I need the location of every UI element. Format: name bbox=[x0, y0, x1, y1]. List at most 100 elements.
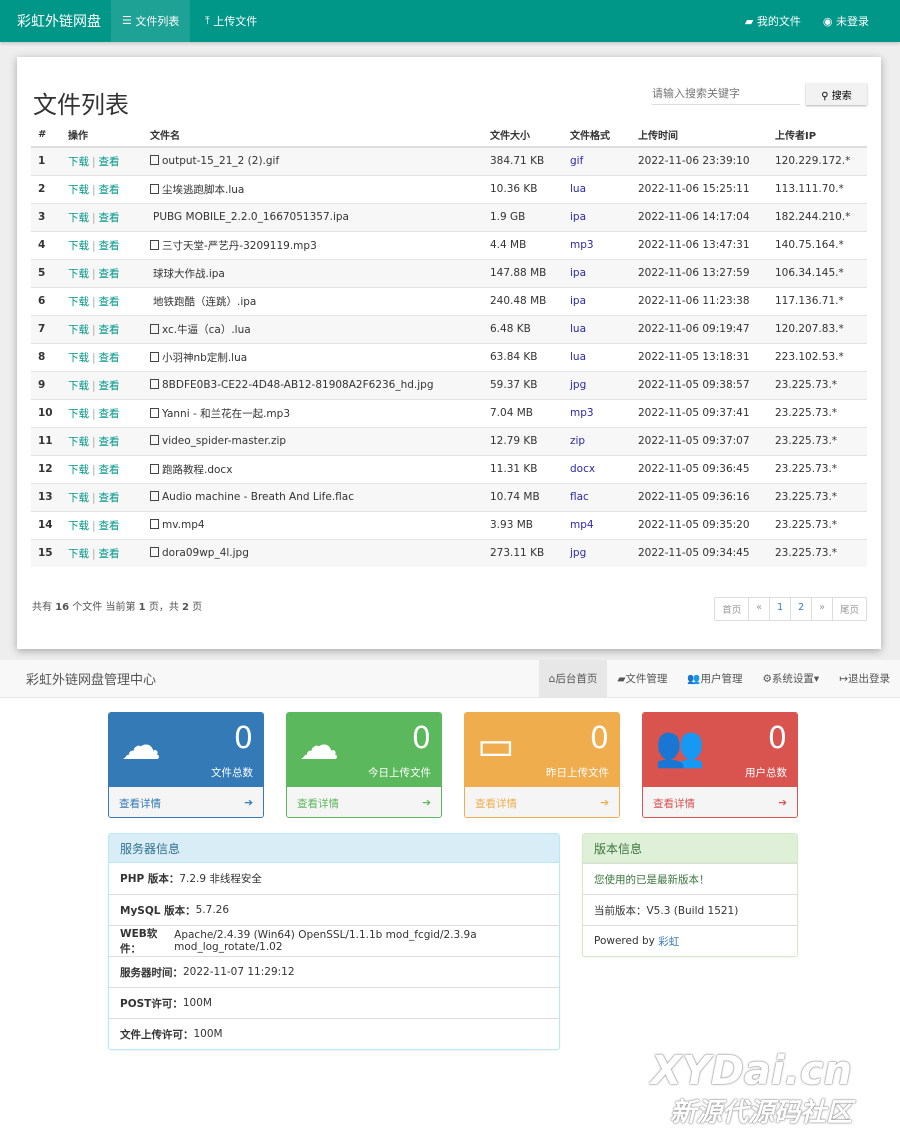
file-archive-icon bbox=[150, 435, 159, 445]
admin-nav-item[interactable]: 👥 用户管理 bbox=[677, 660, 752, 698]
download-link[interactable]: 下载 bbox=[68, 379, 89, 392]
download-link[interactable]: 下载 bbox=[68, 547, 89, 560]
server-info-row: PHP 版本： 7.2.9 非线程安全 bbox=[109, 863, 559, 894]
download-link[interactable]: 下载 bbox=[68, 155, 89, 168]
view-link[interactable]: 查看 bbox=[98, 407, 120, 420]
download-link[interactable]: 下载 bbox=[68, 295, 89, 308]
file-name-text[interactable]: Yanni - 和兰花在一起.mp3 bbox=[162, 407, 291, 420]
page-button[interactable]: « bbox=[748, 598, 769, 620]
nav-login[interactable]: ◉ 未登录 bbox=[822, 14, 869, 29]
view-link[interactable]: 查看 bbox=[98, 379, 120, 392]
file-format[interactable]: gif bbox=[563, 146, 631, 175]
file-name-text[interactable]: 三寸天堂-严艺丹-3209119.mp3 bbox=[162, 239, 317, 252]
download-link[interactable]: 下载 bbox=[68, 519, 89, 532]
separator: | bbox=[92, 407, 96, 420]
page-button[interactable]: 首页 bbox=[722, 605, 742, 616]
view-link[interactable]: 查看 bbox=[98, 295, 120, 308]
view-link[interactable]: 查看 bbox=[98, 491, 120, 504]
file-format[interactable]: flac bbox=[563, 482, 631, 511]
search-button[interactable]: ⚲ 搜索 bbox=[806, 83, 867, 105]
file-format[interactable]: ipa bbox=[563, 286, 631, 315]
file-name-text[interactable]: PUBG MOBILE_2.2.0_1667051357.ipa bbox=[153, 211, 349, 223]
file-name-text[interactable]: 地铁跑酷（连跳）.ipa bbox=[153, 295, 257, 308]
author-link[interactable]: 彩虹 bbox=[658, 935, 680, 948]
file-format[interactable]: zip bbox=[563, 426, 631, 455]
file-name-text[interactable]: 尘埃逃跑脚本.lua bbox=[162, 183, 245, 196]
file-name-text[interactable]: mv.mp4 bbox=[162, 519, 205, 531]
file-name-text[interactable]: 跑路教程.docx bbox=[162, 463, 233, 476]
file-format[interactable]: mp3 bbox=[563, 230, 631, 259]
file-name-text[interactable]: 球球大作战.ipa bbox=[153, 267, 225, 280]
file-format[interactable]: jpg bbox=[563, 538, 631, 567]
admin-nav-item[interactable]: ↦ 退出登录 bbox=[829, 660, 900, 698]
file-format[interactable]: jpg bbox=[563, 370, 631, 399]
arrow-circle-right-icon: ➔ bbox=[422, 797, 431, 809]
file-name-text[interactable]: 8BDFE0B3-CE22-4D48-AB12-81908A2F6236_hd.… bbox=[162, 379, 434, 391]
uploader-ip: 120.229.172.* bbox=[768, 146, 867, 175]
download-link[interactable]: 下载 bbox=[68, 267, 89, 280]
view-link[interactable]: 查看 bbox=[98, 435, 120, 448]
view-details-link[interactable]: 查看详情 ➔ bbox=[287, 787, 441, 817]
view-link[interactable]: 查看 bbox=[98, 267, 120, 280]
file-name-text[interactable]: video_spider-master.zip bbox=[162, 435, 287, 447]
link-text: 查看详情 bbox=[297, 797, 339, 810]
admin-nav-item[interactable]: ⌂ 后台首页 bbox=[538, 659, 608, 698]
view-details-link[interactable]: 查看详情 ➔ bbox=[465, 787, 619, 817]
nav-upload[interactable]: ⤒ 上传文件 bbox=[204, 14, 258, 29]
file-format[interactable]: lua bbox=[563, 342, 631, 371]
brand[interactable]: 彩虹外链网盘 bbox=[17, 14, 101, 30]
view-link[interactable]: 查看 bbox=[98, 155, 120, 168]
download-link[interactable]: 下载 bbox=[68, 491, 89, 504]
file-size: 240.48 MB bbox=[483, 286, 563, 315]
file-name: PUBG MOBILE_2.2.0_1667051357.ipa bbox=[143, 202, 483, 231]
table-row: 11 下载 | 查看 video_spider-master.zip 12.79 KB zi… bbox=[31, 426, 867, 455]
view-link[interactable]: 查看 bbox=[98, 323, 120, 336]
page-button[interactable]: 2 bbox=[790, 598, 811, 620]
file-name-text[interactable]: dora09wp_4l.jpg bbox=[162, 547, 249, 560]
download-link[interactable]: 下载 bbox=[68, 407, 89, 420]
page-button[interactable]: 尾页 bbox=[831, 598, 866, 620]
row-actions: 下载 | 查看 bbox=[61, 398, 143, 427]
file-format[interactable]: mp3 bbox=[563, 398, 631, 427]
file-name-text[interactable]: xc.牛逼（ca）.lua bbox=[162, 323, 251, 336]
file-format[interactable]: lua bbox=[563, 174, 631, 203]
user-circle-icon: ◉ bbox=[822, 14, 836, 28]
admin-nav-item[interactable]: ⚙ 系统设置▾ bbox=[752, 660, 829, 698]
page-button[interactable]: » bbox=[811, 598, 832, 620]
view-link[interactable]: 查看 bbox=[98, 547, 120, 560]
view-link[interactable]: 查看 bbox=[98, 519, 120, 532]
file-name-text[interactable]: output-15_21_2 (2).gif bbox=[162, 155, 280, 168]
search-input[interactable] bbox=[652, 83, 800, 105]
download-link[interactable]: 下载 bbox=[68, 211, 89, 224]
admin-brand[interactable]: 彩虹外链网盘管理中心 bbox=[26, 673, 157, 688]
view-link[interactable]: 查看 bbox=[98, 463, 120, 476]
file-format[interactable]: lua bbox=[563, 314, 631, 343]
nav-label: 用户管理 bbox=[700, 673, 743, 685]
download-link[interactable]: 下载 bbox=[68, 239, 89, 252]
file-format[interactable]: ipa bbox=[563, 258, 631, 287]
file-format[interactable]: docx bbox=[563, 454, 631, 483]
nav-my-files[interactable]: ▰ 我的文件 bbox=[744, 14, 801, 29]
nav-file-list[interactable]: ☰ 文件列表 bbox=[111, 0, 191, 42]
file-name-text[interactable]: Audio machine - Breath And Life.flac bbox=[162, 491, 354, 503]
view-details-link[interactable]: 查看详情 ➔ bbox=[109, 787, 263, 817]
view-link[interactable]: 查看 bbox=[98, 351, 120, 364]
view-link[interactable]: 查看 bbox=[98, 211, 120, 224]
view-link[interactable]: 查看 bbox=[98, 239, 120, 252]
download-link[interactable]: 下载 bbox=[68, 183, 89, 196]
download-link[interactable]: 下载 bbox=[68, 351, 89, 364]
page-button[interactable]: 1 bbox=[769, 598, 790, 620]
file-format[interactable]: mp4 bbox=[563, 510, 631, 539]
uploader-ip: 106.34.145.* bbox=[768, 258, 867, 287]
file-name-text[interactable]: 小羽神nb定制.lua bbox=[162, 351, 248, 364]
separator: | bbox=[92, 379, 96, 392]
download-link[interactable]: 下载 bbox=[68, 435, 89, 448]
download-link[interactable]: 下载 bbox=[68, 463, 89, 476]
table-row: 14 下载 | 查看 mv.mp4 3.93 MB mp4 2022-11-05 09:35:… bbox=[31, 510, 867, 539]
view-link[interactable]: 查看 bbox=[98, 183, 120, 196]
file-size: 4.4 MB bbox=[483, 230, 563, 259]
view-details-link[interactable]: 查看详情 ➔ bbox=[643, 787, 797, 817]
download-link[interactable]: 下载 bbox=[68, 323, 89, 336]
file-format[interactable]: ipa bbox=[563, 202, 631, 231]
admin-nav-item[interactable]: ▰ 文件管理 bbox=[607, 660, 677, 698]
